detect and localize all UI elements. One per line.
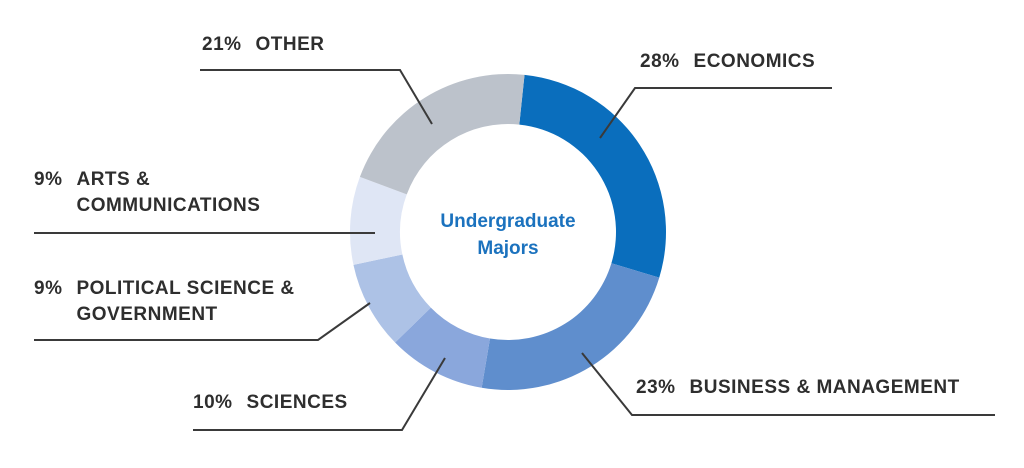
donut-slice bbox=[359, 74, 525, 195]
leader-line bbox=[599, 87, 832, 139]
category-label: OTHER bbox=[255, 34, 325, 55]
chart-title: Undergraduate Majors bbox=[440, 211, 576, 259]
value-label: 10% bbox=[193, 392, 233, 413]
donut-slice bbox=[350, 176, 407, 265]
value-label: 23% bbox=[636, 377, 676, 398]
donut-slice bbox=[481, 263, 660, 390]
category-label: ARTS & COMMUNICATIONS bbox=[76, 169, 261, 216]
leader-line bbox=[200, 69, 433, 125]
slice-label: 28% ECONOMICS bbox=[640, 49, 815, 75]
slice-label: 23% BUSINESS & MANAGEMENT bbox=[636, 375, 960, 401]
donut-slice bbox=[353, 254, 431, 343]
donut-slice bbox=[395, 307, 490, 388]
value-label: 21% bbox=[202, 34, 242, 55]
slice-label: 10% SCIENCES bbox=[193, 390, 348, 416]
value-label: 28% bbox=[640, 51, 680, 72]
value-label: 9% bbox=[34, 278, 63, 299]
donut-slice bbox=[519, 74, 666, 278]
value-label: 9% bbox=[34, 169, 63, 190]
leader-line bbox=[193, 357, 446, 431]
leader-line bbox=[34, 302, 371, 341]
slice-label: 21% OTHER bbox=[202, 32, 325, 58]
slice-label: 9% POLITICAL SCIENCE & GOVERNMENT bbox=[34, 276, 316, 328]
category-label: SCIENCES bbox=[246, 392, 348, 413]
category-label: POLITICAL SCIENCE & GOVERNMENT bbox=[76, 278, 295, 325]
category-label: BUSINESS & MANAGEMENT bbox=[689, 377, 960, 398]
slices bbox=[350, 74, 666, 390]
leader-line bbox=[581, 352, 995, 416]
category-label: ECONOMICS bbox=[693, 51, 816, 72]
slice-label: 9% ARTS & COMMUNICATIONS bbox=[34, 167, 306, 219]
